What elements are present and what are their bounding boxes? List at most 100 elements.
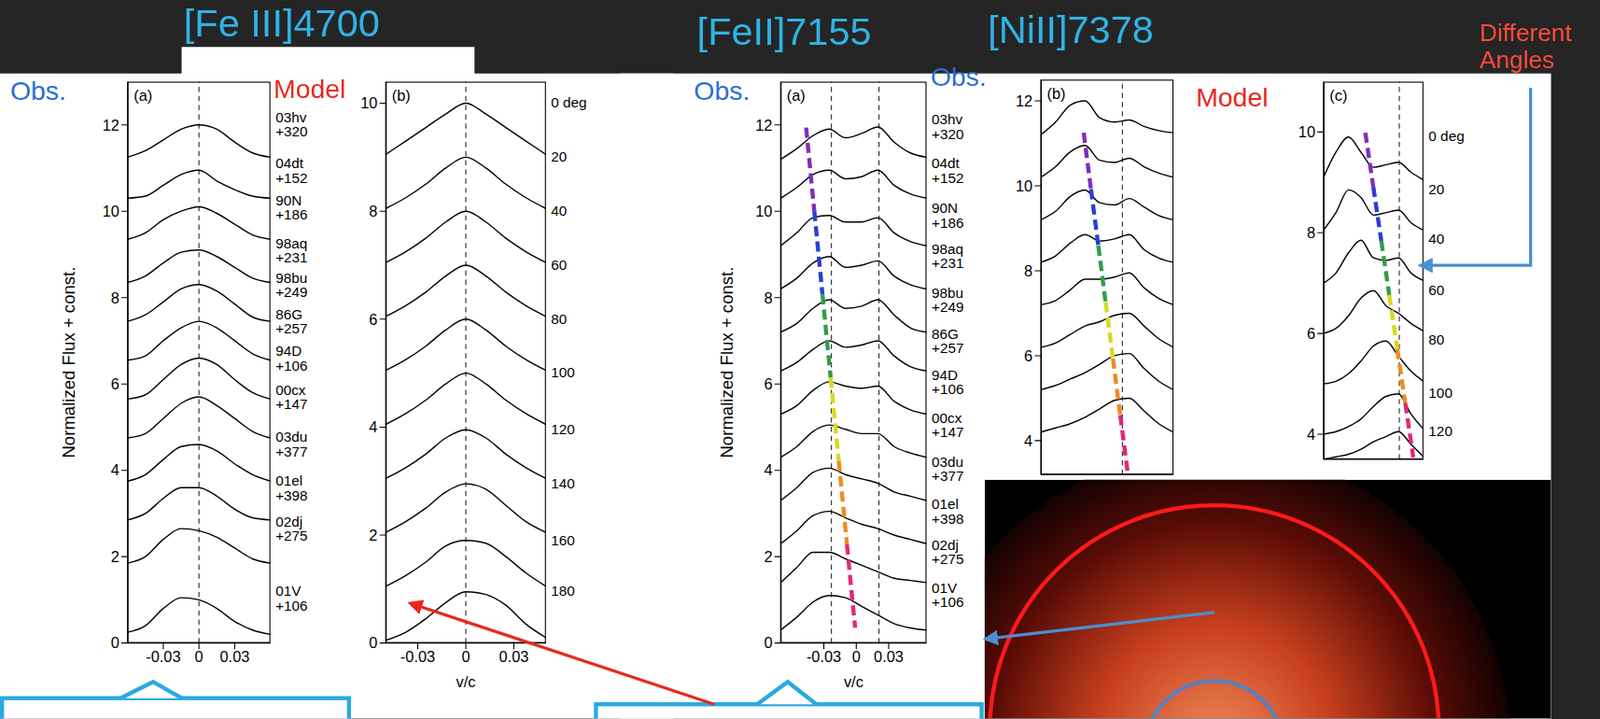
html-text:160: 160 (551, 531, 575, 548)
html-text:+106: +106 (931, 380, 964, 398)
html-text:0 deg: 0 deg (1428, 127, 1465, 145)
svg-text:2: 2 (111, 547, 120, 565)
html-text:+152: +152 (275, 169, 308, 186)
html-text:00cx: 00cx (275, 381, 306, 398)
html-text:98aq: 98aq (931, 241, 964, 258)
html-text:86G: 86G (275, 305, 303, 323)
html-text:Obs.: Obs. (930, 61, 987, 92)
svg-text:10: 10 (360, 94, 378, 112)
html-text:+275: +275 (275, 527, 308, 544)
html-text:94D: 94D (275, 342, 302, 359)
svg-text:2: 2 (763, 547, 772, 565)
html-text:Obs.: Obs. (10, 75, 67, 107)
html-text:+320: +320 (931, 125, 964, 143)
html-text:03hv: 03hv (275, 109, 307, 126)
html-text:98bu: 98bu (275, 269, 308, 286)
html-text:+147: +147 (931, 423, 964, 441)
html-text:140: 140 (551, 474, 575, 491)
html-text:03hv: 03hv (931, 111, 963, 128)
html-text:Model: Model (1195, 81, 1269, 113)
html-text:[Fe III]4700: [Fe III]4700 (183, 2, 380, 45)
svg-text:4: 4 (111, 461, 120, 478)
html-text:02dj: 02dj (931, 536, 959, 554)
svg-text:10: 10 (1015, 177, 1033, 195)
svg-text:4: 4 (763, 461, 772, 478)
svg-text:10: 10 (102, 202, 120, 220)
svg-text:4: 4 (1024, 432, 1033, 450)
svg-text:v/c: v/c (456, 673, 477, 689)
svg-text:8: 8 (763, 289, 772, 307)
html-text:(a): (a) (786, 86, 806, 105)
svg-text:0: 0 (763, 633, 772, 651)
html-text:(b): (b) (1046, 84, 1066, 103)
html-text:Normalized Flux + const.: Normalized Flux + const. (717, 266, 737, 458)
svg-text:6: 6 (1024, 347, 1033, 365)
svg-text:v/c: v/c (843, 673, 864, 689)
html-text:+106: +106 (275, 356, 308, 374)
svg-text:2: 2 (368, 526, 378, 544)
svg-text:-0.03: -0.03 (145, 647, 181, 665)
html-text:180: 180 (551, 582, 575, 599)
html-text:0 deg: 0 deg (551, 94, 587, 111)
html-text:+147: +147 (275, 395, 308, 413)
html-text:+377: +377 (275, 443, 308, 460)
svg-text:6: 6 (763, 375, 772, 393)
svg-text:8: 8 (111, 289, 120, 307)
svg-text:12: 12 (102, 116, 120, 134)
html-text:+186: +186 (931, 214, 964, 231)
html-text:+106: +106 (275, 596, 308, 613)
svg-text:10: 10 (755, 202, 772, 220)
svg-text:0.03: 0.03 (219, 647, 250, 665)
svg-text:8: 8 (368, 202, 378, 220)
html-text:+231: +231 (275, 248, 308, 266)
svg-text:8: 8 (1024, 262, 1033, 280)
svg-text:0: 0 (852, 647, 861, 665)
html-text:+249: +249 (275, 283, 308, 300)
svg-text:6: 6 (368, 310, 378, 328)
html-text:[FeII]7155: [FeII]7155 (696, 10, 872, 54)
svg-text:10: 10 (1298, 123, 1316, 141)
html-text:90N: 90N (931, 200, 958, 217)
html-text:Obs.: Obs. (693, 75, 750, 107)
svg-text:6: 6 (111, 375, 120, 393)
html-text:+231: +231 (931, 255, 964, 272)
html-text:Different Angles: Different Angles (1479, 18, 1572, 74)
svg-text:-0.03: -0.03 (400, 647, 436, 665)
html-text:01el: 01el (931, 495, 959, 513)
html-text:(a): (a) (133, 86, 153, 105)
svg-text:-0.03: -0.03 (806, 647, 842, 665)
html-text:+320: +320 (275, 123, 308, 141)
html-text:120: 120 (551, 420, 575, 437)
svg-text:4: 4 (368, 418, 378, 436)
html-text:+257: +257 (275, 320, 308, 337)
html-text:02dj: 02dj (275, 513, 303, 530)
html-text:90N: 90N (275, 191, 302, 208)
svg-text:8: 8 (1306, 224, 1316, 241)
html-text:04dt: 04dt (931, 154, 960, 172)
svg-text:0.03: 0.03 (873, 647, 904, 665)
html-text:(c): (c) (1329, 86, 1348, 105)
html-text:100: 100 (551, 363, 575, 381)
html-text:01el: 01el (275, 472, 303, 489)
html-text:+152: +152 (931, 169, 964, 186)
html-text:Normalized Flux + const.: Normalized Flux + const. (59, 266, 79, 458)
svg-text:0: 0 (461, 647, 470, 665)
html-text:[NiII]7378: [NiII]7378 (987, 8, 1154, 52)
svg-text:0.03: 0.03 (499, 647, 530, 665)
html-text:03du: 03du (275, 428, 308, 446)
svg-text:4: 4 (1306, 425, 1316, 443)
html-text:98bu: 98bu (931, 284, 964, 301)
html-text:01V: 01V (275, 582, 301, 599)
svg-text:0: 0 (368, 633, 378, 651)
svg-text:6: 6 (1306, 324, 1316, 342)
svg-text:12: 12 (1015, 92, 1033, 110)
html-text:98aq: 98aq (275, 234, 308, 252)
html-text:+186: +186 (275, 205, 308, 223)
html-text:(b): (b) (391, 86, 411, 105)
svg-text:0: 0 (111, 633, 120, 651)
svg-text:0: 0 (195, 647, 204, 665)
svg-text:12: 12 (755, 116, 772, 134)
html-text:Model: Model (273, 73, 346, 105)
html-text:04dt: 04dt (275, 154, 304, 172)
html-text:+398: +398 (275, 486, 308, 503)
